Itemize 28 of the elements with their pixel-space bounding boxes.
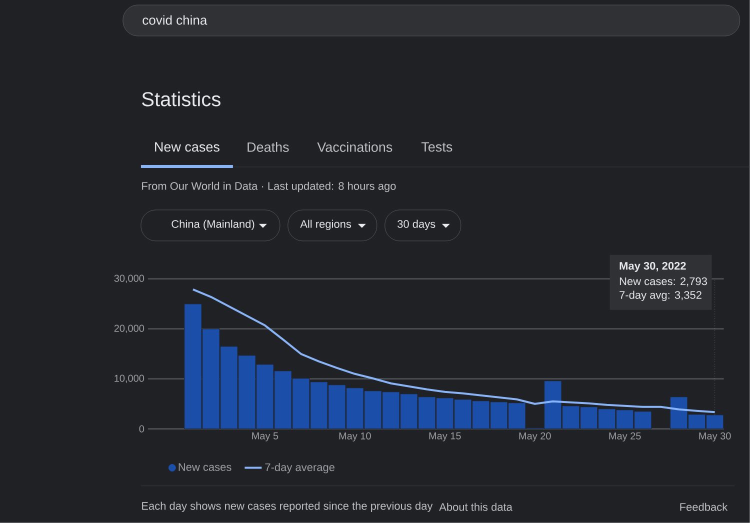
y-tick-label: 30,000 bbox=[114, 274, 144, 284]
text: New cases bbox=[155, 142, 220, 152]
text: All regions bbox=[300, 220, 352, 230]
x-tick-label: May 15 bbox=[429, 432, 461, 442]
text: Each day shows new cases reported since the previous day bbox=[142, 502, 433, 512]
text: Feedback bbox=[680, 502, 728, 511]
x-tick-label: May 25 bbox=[609, 432, 641, 442]
y-tick-label: 0 bbox=[139, 425, 144, 432]
text: 30 days bbox=[398, 220, 436, 230]
x-tick-label: May 5 bbox=[252, 432, 278, 442]
text: Vaccinations bbox=[317, 142, 392, 152]
x-tick-label: May 20 bbox=[519, 432, 551, 442]
text: About this data bbox=[439, 502, 512, 511]
x-tick-label: May 30 bbox=[699, 432, 731, 442]
annotation: New cases: 2,793 bbox=[620, 277, 707, 287]
legend-label: 7-day average bbox=[265, 463, 334, 474]
chart-title: Statistics bbox=[142, 92, 220, 106]
text: Deaths bbox=[248, 142, 289, 152]
annotation: 7-day avg: 3,352 bbox=[620, 290, 702, 302]
text: May 30, 2022 bbox=[620, 262, 686, 272]
y-tick-label: 10,000 bbox=[114, 374, 144, 384]
text: Tests bbox=[421, 142, 452, 152]
x-tick-label: May 10 bbox=[339, 432, 371, 442]
y-tick-label: 20,000 bbox=[114, 324, 144, 334]
text: covid china bbox=[142, 15, 208, 25]
text: China (Mainland) bbox=[172, 220, 254, 230]
legend-label: New cases bbox=[178, 463, 232, 471]
chart-subtitle: From Our World in Data · Last updated: 8 hours ago bbox=[142, 182, 396, 192]
